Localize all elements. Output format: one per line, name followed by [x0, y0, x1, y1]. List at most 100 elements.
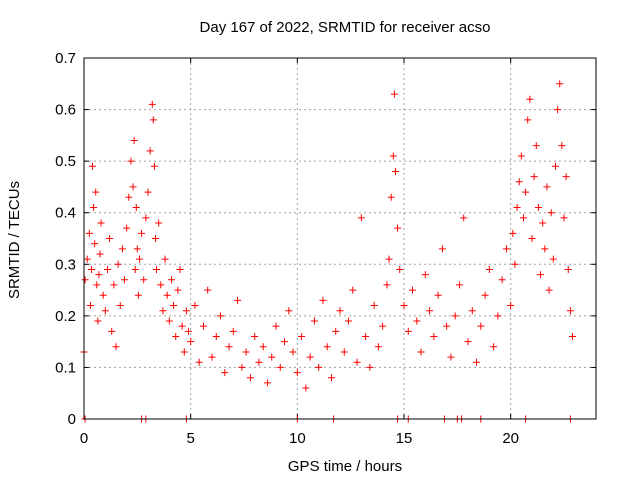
data-point [81, 276, 89, 284]
data-point [144, 188, 152, 196]
data-point [332, 327, 340, 335]
data-point [127, 157, 135, 165]
data-point [94, 317, 102, 325]
data-point [108, 327, 116, 335]
x-tick-label: 5 [186, 430, 194, 447]
data-point [110, 281, 118, 289]
data-point [159, 307, 167, 315]
y-tick-label: 0 [68, 411, 76, 428]
data-point [176, 265, 184, 273]
data-point [534, 204, 542, 212]
data-point [125, 193, 133, 201]
data-point [165, 317, 173, 325]
data-point [515, 178, 523, 186]
data-point [142, 214, 150, 222]
data-point [246, 374, 254, 382]
data-point [315, 363, 323, 371]
data-point [221, 369, 229, 377]
data-point [146, 147, 154, 155]
data-point [83, 255, 91, 263]
data-point [409, 286, 417, 294]
x-axis-label: GPS time / hours [288, 458, 402, 475]
data-points [80, 80, 577, 423]
data-point [97, 219, 105, 227]
data-point [562, 173, 570, 181]
data-point [494, 312, 502, 320]
data-point [161, 255, 169, 263]
data-point [229, 327, 237, 335]
data-point [394, 224, 402, 232]
data-point [86, 302, 94, 310]
data-point [134, 291, 142, 299]
data-point [340, 348, 348, 356]
data-point [234, 296, 242, 304]
data-point [293, 369, 301, 377]
y-axis-label: SRMTID / TECUs [6, 181, 23, 299]
data-point [85, 229, 93, 237]
data-point [238, 363, 246, 371]
data-point [362, 332, 370, 340]
data-point [370, 302, 378, 310]
data-point [383, 281, 391, 289]
axis-ticks: 0 0.1 0.2 0.3 0.4 0.5 0.6 0.7 0 5 10 15 20 [55, 50, 596, 447]
data-point [225, 343, 233, 351]
data-point [92, 188, 100, 196]
data-point [443, 322, 451, 330]
data-point [460, 214, 468, 222]
data-point [532, 142, 540, 150]
y-tick-label: 0.7 [55, 50, 76, 67]
data-point [251, 332, 259, 340]
data-point [114, 260, 122, 268]
data-point [374, 343, 382, 351]
data-point [90, 204, 98, 212]
data-point [242, 348, 250, 356]
data-point [519, 214, 527, 222]
data-point [289, 348, 297, 356]
data-point [551, 162, 559, 170]
data-point [490, 343, 498, 351]
data-point [319, 296, 327, 304]
data-point [451, 312, 459, 320]
data-point [306, 353, 314, 361]
data-point [255, 358, 263, 366]
data-point [204, 286, 212, 294]
data-point [180, 348, 188, 356]
data-point [170, 302, 178, 310]
data-point [485, 265, 493, 273]
data-point [545, 286, 553, 294]
data-point [391, 167, 399, 175]
data-point [509, 229, 517, 237]
data-point [276, 363, 284, 371]
data-point [99, 291, 107, 299]
data-point [400, 302, 408, 310]
data-point [174, 286, 182, 294]
data-point [191, 302, 199, 310]
data-point [455, 281, 463, 289]
data-point [195, 358, 203, 366]
data-point [549, 255, 557, 263]
data-point [132, 204, 140, 212]
data-point [298, 332, 306, 340]
data-point [357, 214, 365, 222]
data-point [389, 152, 397, 160]
data-point [434, 291, 442, 299]
plot-frame [83, 57, 597, 420]
data-point [349, 286, 357, 294]
data-point [272, 322, 280, 330]
data-point [524, 116, 532, 124]
y-tick-label: 0.6 [55, 102, 76, 119]
data-point [212, 332, 220, 340]
data-point [150, 162, 158, 170]
data-point [554, 106, 562, 114]
y-tick-label: 0.3 [55, 256, 76, 273]
data-point [498, 276, 506, 284]
grid-lines [84, 58, 596, 419]
data-point [130, 137, 138, 145]
data-point [129, 183, 137, 191]
y-tick-label: 0.5 [55, 153, 76, 170]
data-point [447, 353, 455, 361]
x-tick-label: 0 [80, 430, 88, 447]
data-point [426, 307, 434, 315]
data-point [379, 322, 387, 330]
data-point [464, 338, 472, 346]
